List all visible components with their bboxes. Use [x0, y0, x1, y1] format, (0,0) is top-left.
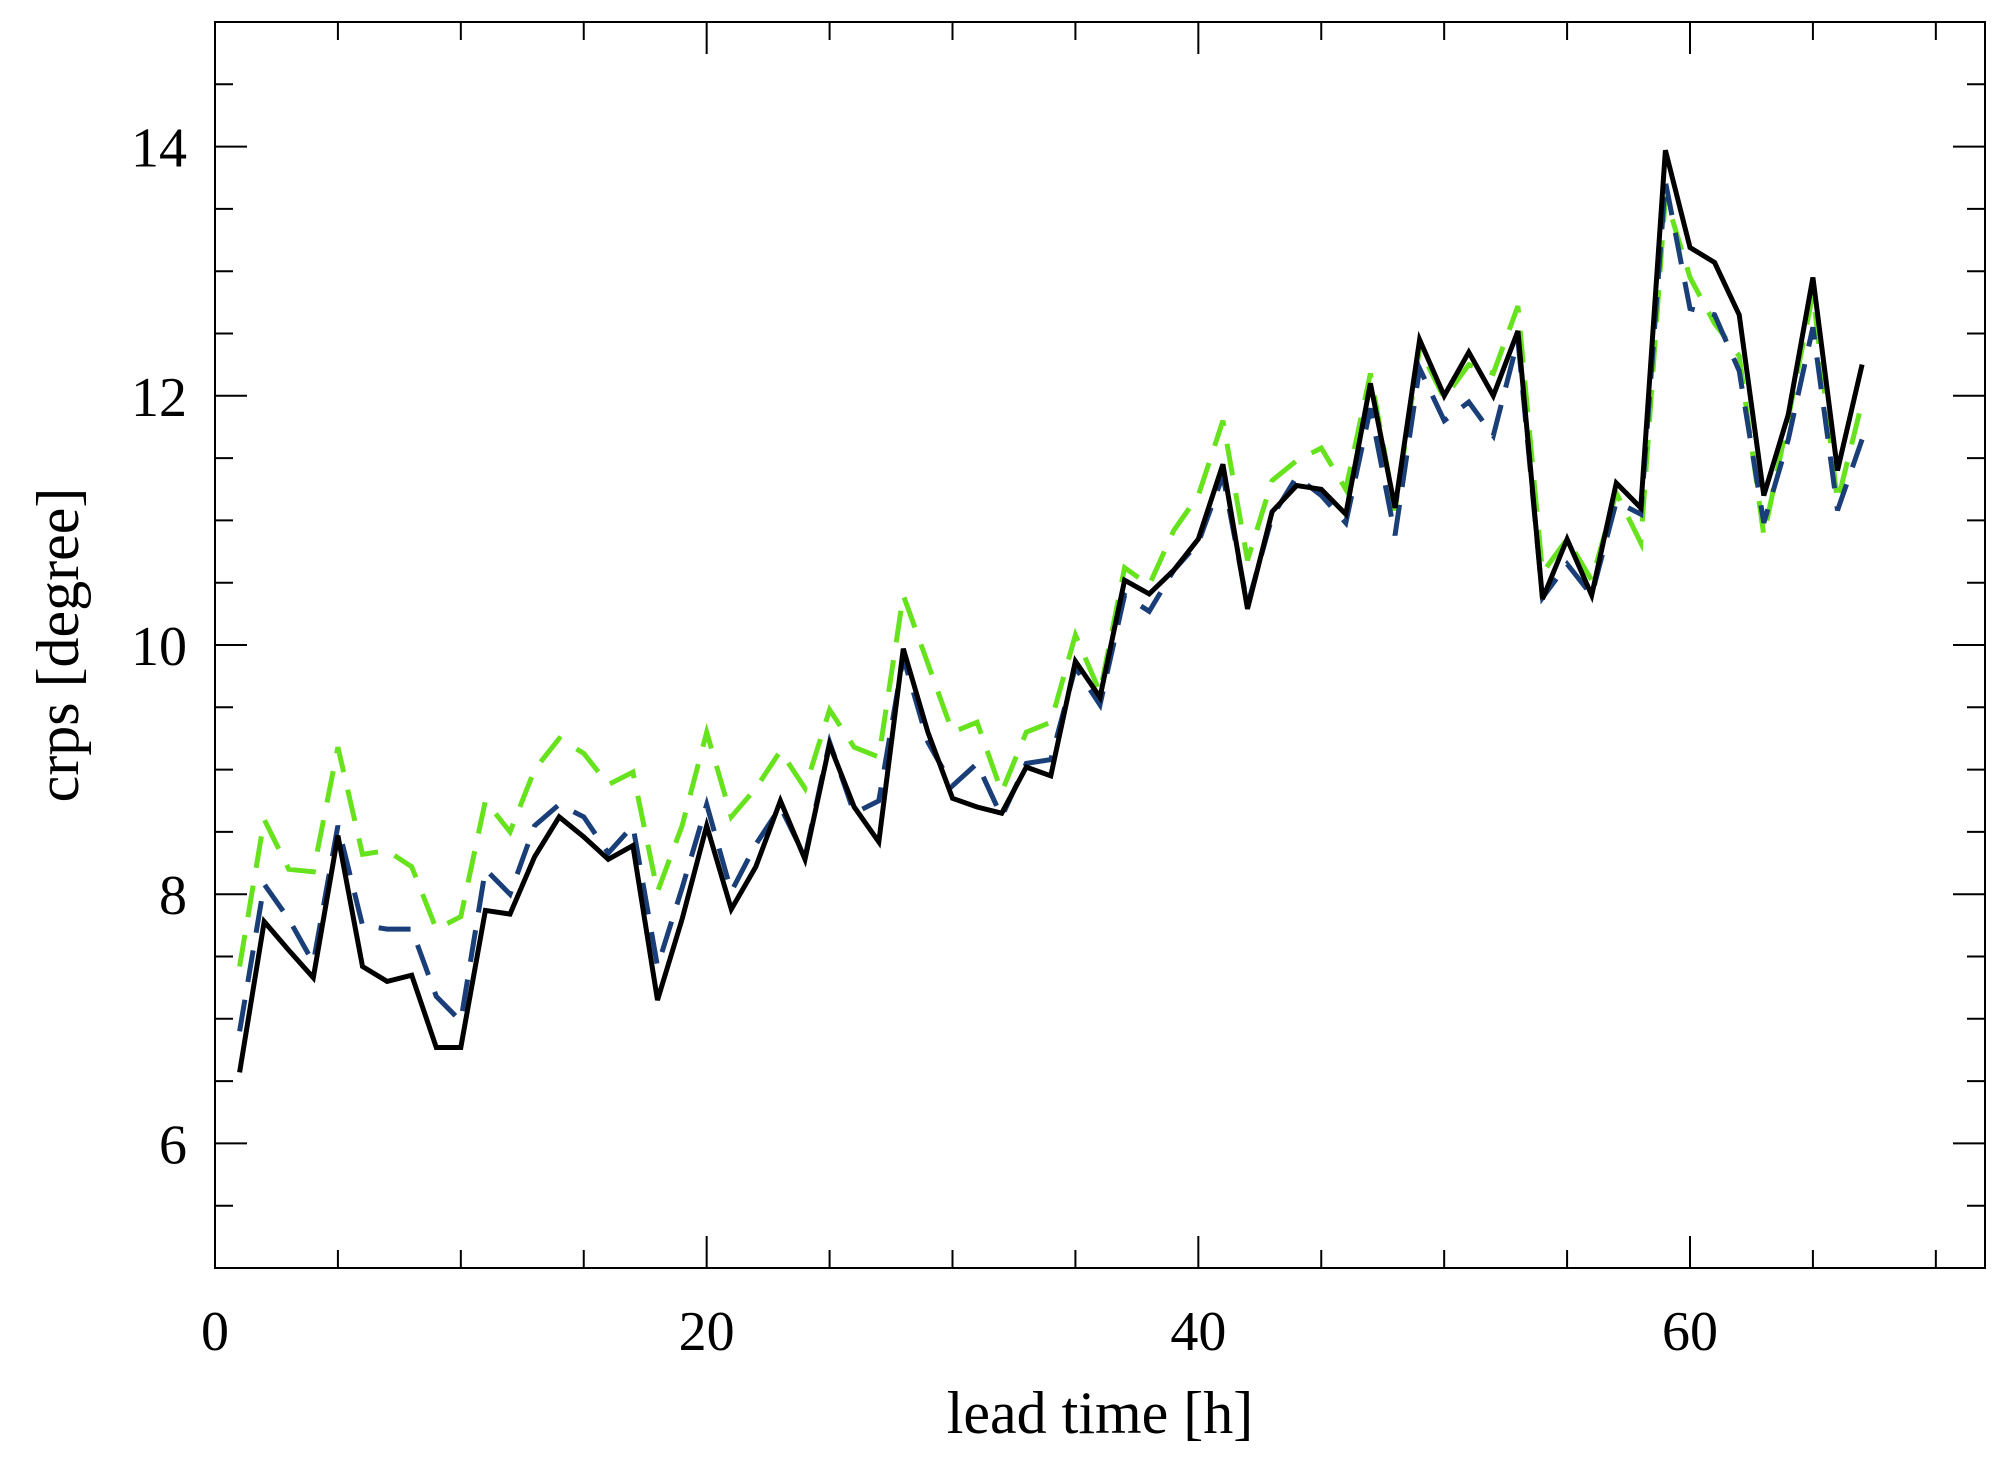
y-tick-label: 6 — [159, 1114, 187, 1176]
series-line-3 — [237, 195, 1865, 967]
x-tick-label: 0 — [201, 1301, 229, 1363]
x-axis-label: lead time [h] — [947, 1380, 1254, 1446]
plot-frame — [214, 21, 1986, 1269]
y-tick-label: 8 — [159, 865, 187, 927]
y-axis-label: crps [degree] — [25, 488, 91, 803]
y-tick-label: 14 — [131, 118, 187, 180]
y-tick-label: 10 — [131, 616, 187, 678]
series-line-1 — [237, 149, 1865, 1073]
y-tick-labels: 6 8 10 12 14 — [131, 118, 187, 1177]
x-tick-labels: 0 20 40 60 — [201, 1301, 1718, 1363]
x-tick-label: 40 — [1170, 1301, 1226, 1363]
x-tick-label: 20 — [679, 1301, 735, 1363]
y-tick-label: 12 — [131, 367, 187, 429]
axis-ticks — [214, 21, 1985, 1269]
x-tick-label: 60 — [1662, 1301, 1718, 1363]
series-layer — [237, 149, 1865, 1073]
series-line-2 — [237, 181, 1865, 1032]
